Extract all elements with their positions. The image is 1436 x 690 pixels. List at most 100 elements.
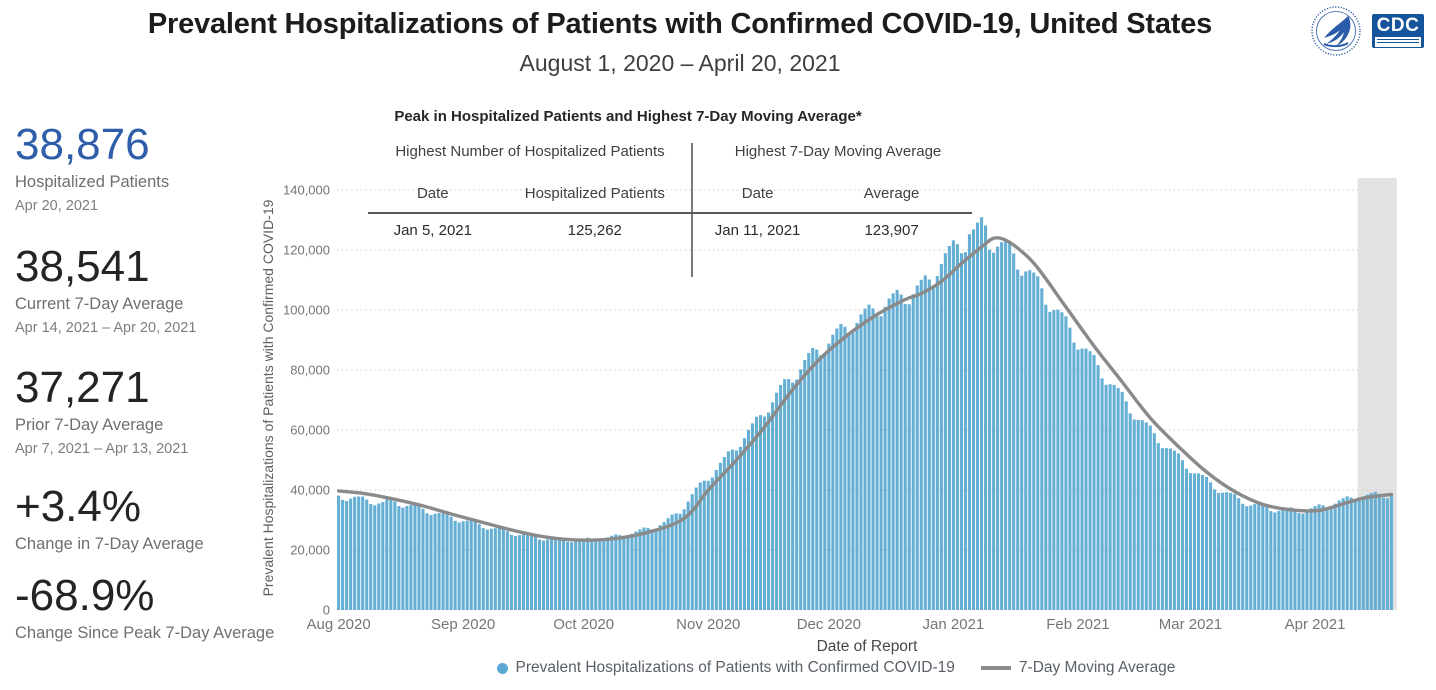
bar[interactable] <box>369 503 373 610</box>
bar[interactable] <box>1241 503 1245 610</box>
bar[interactable] <box>915 285 919 610</box>
bar[interactable] <box>425 513 429 610</box>
bar[interactable] <box>1345 496 1349 610</box>
bar[interactable] <box>1000 242 1004 610</box>
bar[interactable] <box>529 534 534 610</box>
bar[interactable] <box>726 451 730 610</box>
bar[interactable] <box>903 303 907 610</box>
bar[interactable] <box>497 528 501 610</box>
bar[interactable] <box>389 498 393 610</box>
bar[interactable] <box>393 501 397 610</box>
bar[interactable] <box>1309 508 1313 610</box>
bar[interactable] <box>931 287 935 610</box>
bar[interactable] <box>1024 271 1028 610</box>
bar[interactable] <box>433 513 437 610</box>
bar[interactable] <box>1020 275 1024 610</box>
bar[interactable] <box>1076 349 1080 610</box>
bar[interactable] <box>722 457 726 610</box>
bar[interactable] <box>775 392 779 610</box>
bar[interactable] <box>771 402 775 610</box>
bar[interactable] <box>1353 500 1357 610</box>
bar[interactable] <box>758 415 763 610</box>
bar[interactable] <box>1072 342 1076 610</box>
bar[interactable] <box>381 502 385 610</box>
bar[interactable] <box>787 379 791 610</box>
bar[interactable] <box>895 289 899 610</box>
bar[interactable] <box>983 225 988 610</box>
bar[interactable] <box>1004 241 1008 610</box>
bar[interactable] <box>1281 508 1285 610</box>
bar[interactable] <box>1377 493 1381 610</box>
bar[interactable] <box>465 520 469 610</box>
bar[interactable] <box>562 539 566 610</box>
bar[interactable] <box>517 535 521 610</box>
bar[interactable] <box>847 333 851 610</box>
bar[interactable] <box>947 245 951 610</box>
bar[interactable] <box>1152 433 1156 610</box>
bar[interactable] <box>582 538 586 610</box>
bar[interactable] <box>742 438 747 610</box>
bar[interactable] <box>642 527 646 610</box>
bar[interactable] <box>554 537 558 610</box>
bar[interactable] <box>1168 448 1172 610</box>
bar[interactable] <box>513 536 517 610</box>
bar[interactable] <box>1088 351 1092 610</box>
bar[interactable] <box>1144 422 1148 610</box>
bar[interactable] <box>807 352 811 610</box>
bar[interactable] <box>1237 498 1241 610</box>
bar[interactable] <box>1028 270 1032 610</box>
bar[interactable] <box>570 542 574 610</box>
bar[interactable] <box>1321 505 1325 610</box>
bar[interactable] <box>935 275 939 610</box>
bar[interactable] <box>445 513 449 610</box>
bar[interactable] <box>1221 492 1225 610</box>
bar[interactable] <box>1333 503 1337 610</box>
bar[interactable] <box>927 279 931 610</box>
bar[interactable] <box>365 499 369 610</box>
bar[interactable] <box>1196 473 1201 610</box>
bar[interactable] <box>1056 309 1060 610</box>
bar[interactable] <box>489 528 493 610</box>
bar[interactable] <box>537 539 542 610</box>
bar[interactable] <box>883 306 887 610</box>
bar[interactable] <box>1100 378 1104 610</box>
bar[interactable] <box>1192 473 1197 610</box>
bar[interactable] <box>831 334 835 610</box>
bar[interactable] <box>650 529 654 610</box>
bar[interactable] <box>550 538 554 610</box>
bar[interactable] <box>871 308 875 610</box>
bar[interactable] <box>943 253 947 610</box>
bar[interactable] <box>1213 489 1217 610</box>
bar[interactable] <box>409 504 413 610</box>
bar[interactable] <box>1245 506 1249 610</box>
bar[interactable] <box>678 513 682 610</box>
bar[interactable] <box>469 520 473 610</box>
bar[interactable] <box>1136 419 1140 610</box>
bar[interactable] <box>923 275 927 610</box>
bar[interactable] <box>738 446 742 610</box>
bar[interactable] <box>1008 242 1012 610</box>
bar[interactable] <box>1148 425 1152 610</box>
bar[interactable] <box>385 498 389 610</box>
bar[interactable] <box>1036 276 1040 610</box>
legend-bar-swatch-icon[interactable] <box>496 662 508 674</box>
bar[interactable] <box>457 522 461 610</box>
bar[interactable] <box>1096 365 1100 610</box>
bar[interactable] <box>1285 507 1289 610</box>
bar[interactable] <box>1225 492 1229 610</box>
bar[interactable] <box>353 496 357 610</box>
bar[interactable] <box>851 332 855 610</box>
bar[interactable] <box>626 536 630 610</box>
bar[interactable] <box>622 536 626 610</box>
bar[interactable] <box>1389 493 1393 610</box>
bar[interactable] <box>907 304 911 610</box>
bar[interactable] <box>779 385 783 610</box>
bar[interactable] <box>1325 507 1329 610</box>
bar[interactable] <box>485 529 489 610</box>
bar[interactable] <box>1068 327 1072 610</box>
bar[interactable] <box>1160 448 1164 610</box>
bar[interactable] <box>746 429 751 610</box>
bar[interactable] <box>658 525 662 610</box>
bar[interactable] <box>859 314 863 610</box>
bar[interactable] <box>1060 312 1064 610</box>
